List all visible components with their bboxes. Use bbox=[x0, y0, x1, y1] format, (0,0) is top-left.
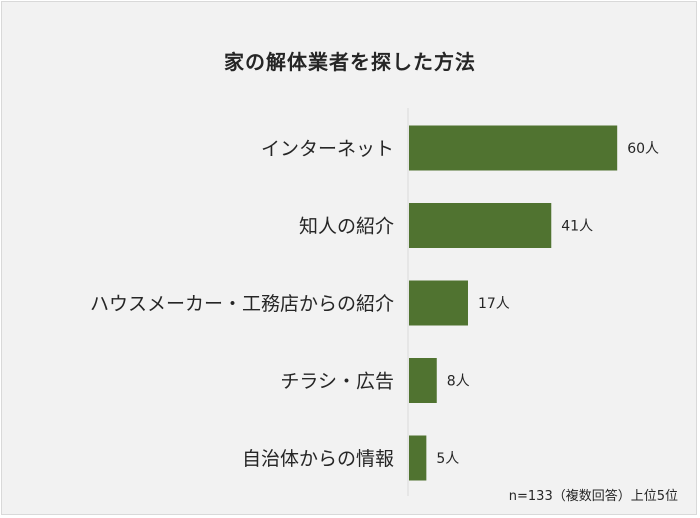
bar bbox=[409, 435, 427, 481]
bar bbox=[409, 125, 618, 171]
category-label: チラシ・広告 bbox=[280, 371, 394, 393]
bar bbox=[409, 203, 552, 248]
category-label: インターネット bbox=[261, 138, 394, 160]
data-label: 41人 bbox=[561, 219, 593, 235]
data-label: 17人 bbox=[478, 296, 510, 312]
chart-title: 家の解体業者を探した方法 bbox=[224, 50, 476, 74]
category-label: 自治体からの情報 bbox=[242, 448, 394, 470]
category-label: ハウスメーカー・工務店からの紹介 bbox=[90, 293, 394, 315]
data-label: 5人 bbox=[436, 451, 459, 467]
data-label: 8人 bbox=[447, 374, 470, 390]
category-label: 知人の紹介 bbox=[299, 216, 394, 238]
bar bbox=[409, 280, 468, 326]
data-label: 60人 bbox=[627, 141, 659, 157]
footnote: n=133（複数回答）上位5位 bbox=[508, 489, 678, 504]
bar bbox=[409, 358, 437, 403]
